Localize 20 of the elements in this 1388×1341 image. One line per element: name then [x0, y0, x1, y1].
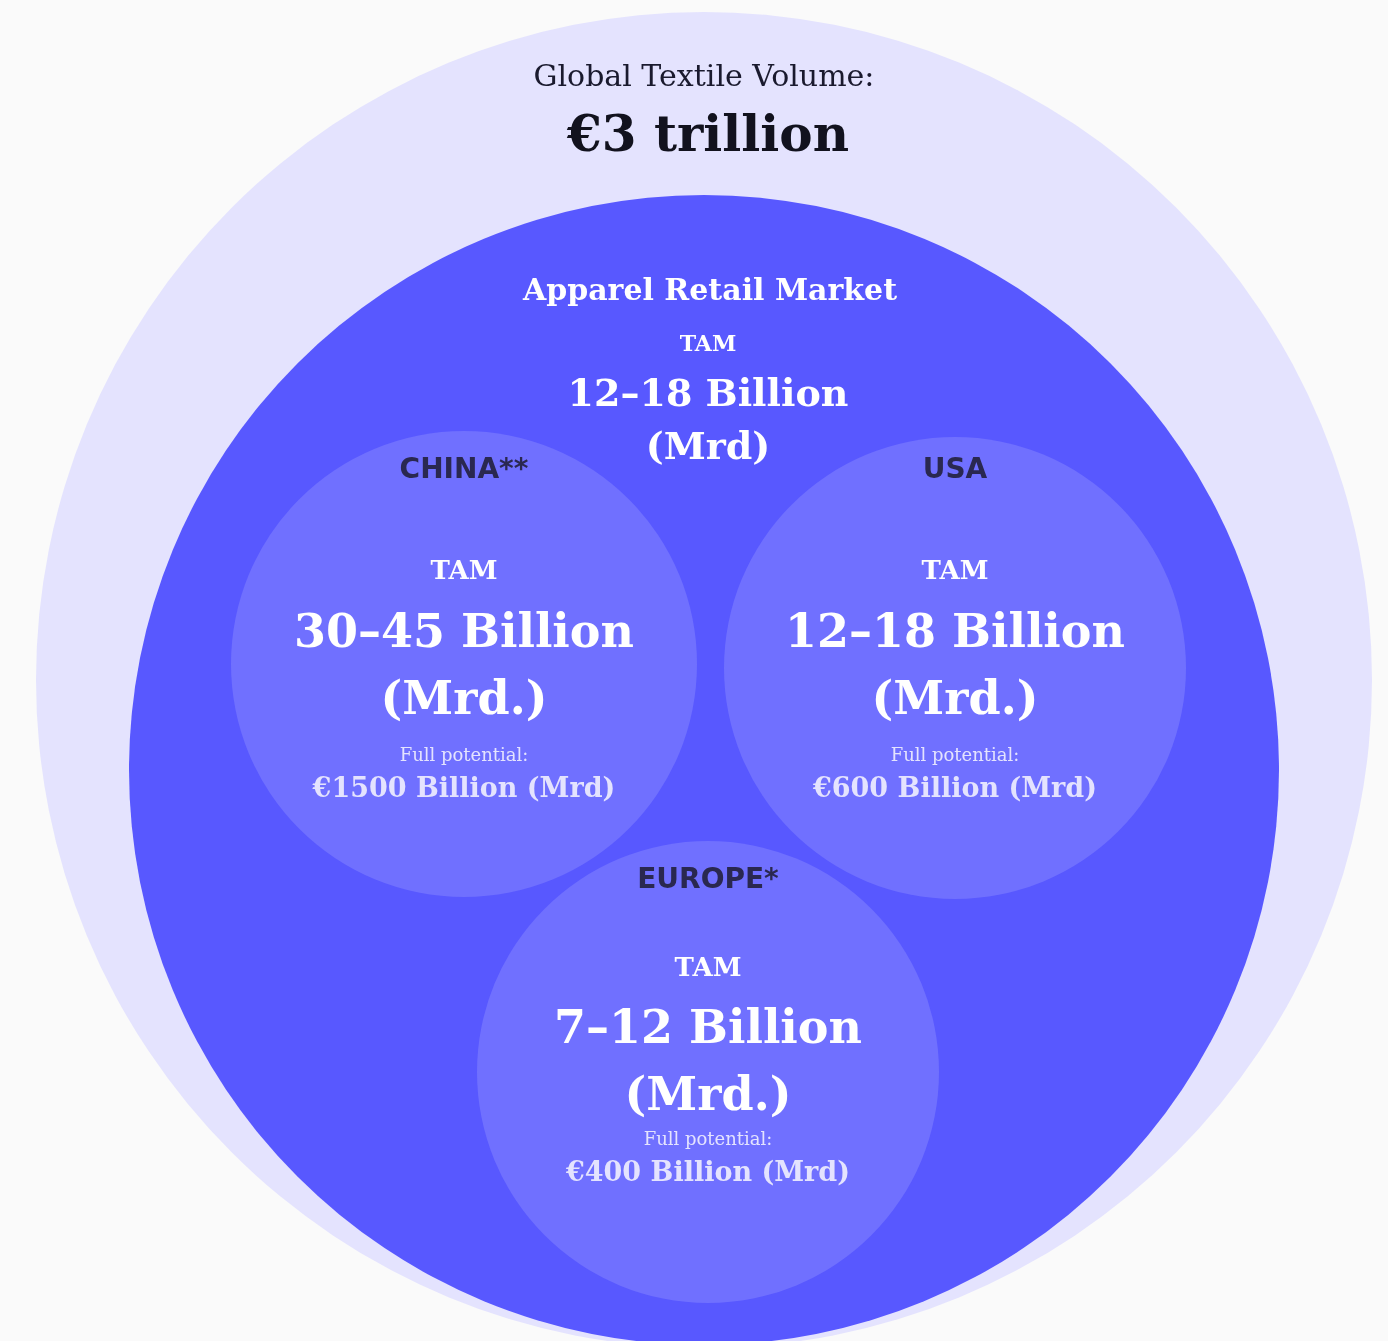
text: TAM: [430, 555, 498, 587]
text: TAM: [679, 330, 737, 357]
category-label: Apparel Retail Market: [522, 272, 898, 308]
text: 12–18 Billion (Mrd): [566, 369, 850, 471]
text: 12–18 Billion (Mrd.): [784, 603, 1126, 727]
data-label: €600 Billion (Mrd): [813, 772, 1097, 805]
text: 7–12 Billion (Mrd.): [553, 999, 863, 1123]
data-label: €1500 Billion (Mrd): [312, 772, 616, 805]
text: Full potential:: [643, 1128, 773, 1150]
text: 30–45 Billion (Mrd.): [293, 603, 635, 727]
text: TAM: [674, 952, 742, 984]
text: TAM: [921, 555, 989, 587]
text: Full potential:: [890, 744, 1020, 766]
text: €3 trillion: [566, 104, 850, 164]
category-label: CHINA**: [399, 452, 529, 486]
category-label: EUROPE*: [637, 862, 779, 896]
text: Full potential:: [399, 744, 529, 766]
text: Global Textile Volume:: [533, 58, 875, 94]
category-label: USA: [922, 452, 988, 486]
data-label: €400 Billion (Mrd): [566, 1156, 850, 1189]
